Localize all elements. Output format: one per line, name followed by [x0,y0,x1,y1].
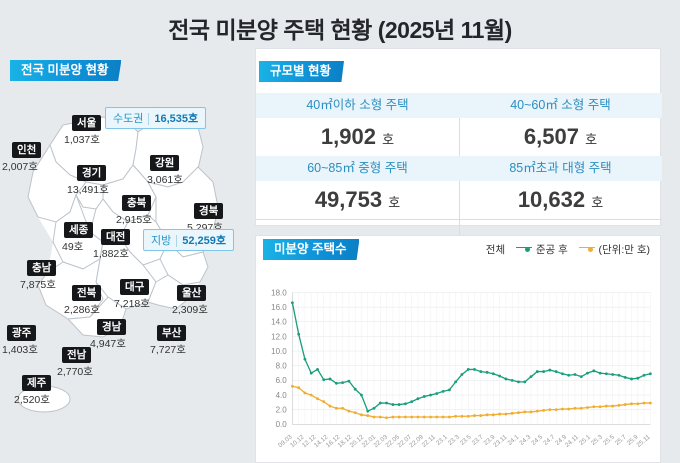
svg-text:23.3: 23.3 [447,433,461,447]
svg-text:10.0: 10.0 [271,347,287,356]
svg-text:14.0: 14.0 [271,318,287,327]
svg-text:0.0: 0.0 [276,420,288,429]
svg-text:25.5: 25.5 [602,433,616,447]
svg-text:24.3: 24.3 [518,433,532,447]
svg-text:23.5: 23.5 [459,433,473,447]
svg-text:6.0: 6.0 [276,376,288,385]
svg-text:8.0: 8.0 [276,362,288,371]
svg-text:25.11: 25.11 [635,433,652,449]
svg-text:4.0: 4.0 [276,391,288,400]
svg-text:18.0: 18.0 [271,288,287,297]
svg-text:24.5: 24.5 [530,433,544,447]
svg-text:12.0: 12.0 [271,332,287,341]
svg-text:16.0: 16.0 [271,303,287,312]
svg-text:2.0: 2.0 [276,405,288,414]
svg-text:25.3: 25.3 [590,433,604,447]
